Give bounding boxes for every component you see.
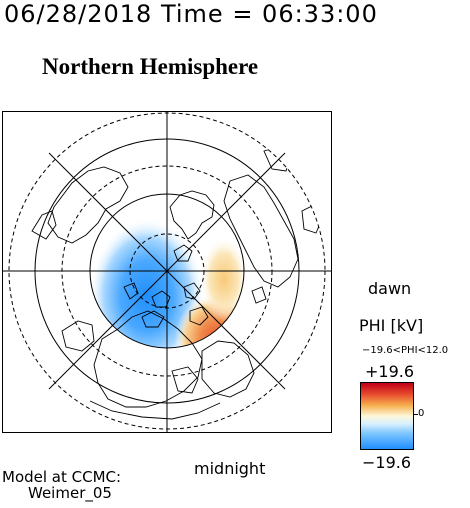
legend-range: −19.6<PHI<12.0 [362, 345, 449, 356]
midnight-label: midnight [194, 459, 266, 478]
meridians [2, 111, 332, 433]
legend-colorbar [360, 382, 414, 450]
hemisphere-title: Northern Hemisphere [42, 54, 259, 79]
coastlines [31, 146, 323, 420]
positive-potential-dawn-cell [200, 237, 244, 321]
dawn-label: dawn [368, 279, 412, 298]
polar-map [2, 111, 332, 433]
legend-title: PHI [kV] [359, 316, 424, 335]
timestamp: 06/28/2018 Time = 06:33:00 [4, 0, 378, 28]
model-label: Model at CCMC: [2, 468, 122, 486]
legend-zero-tick [413, 414, 418, 415]
legend-max-label: +19.6 [365, 362, 415, 381]
legend-min-label: −19.6 [362, 453, 412, 472]
model-name: Weimer_05 [28, 484, 112, 502]
legend-zero-label: 0 [418, 408, 425, 419]
